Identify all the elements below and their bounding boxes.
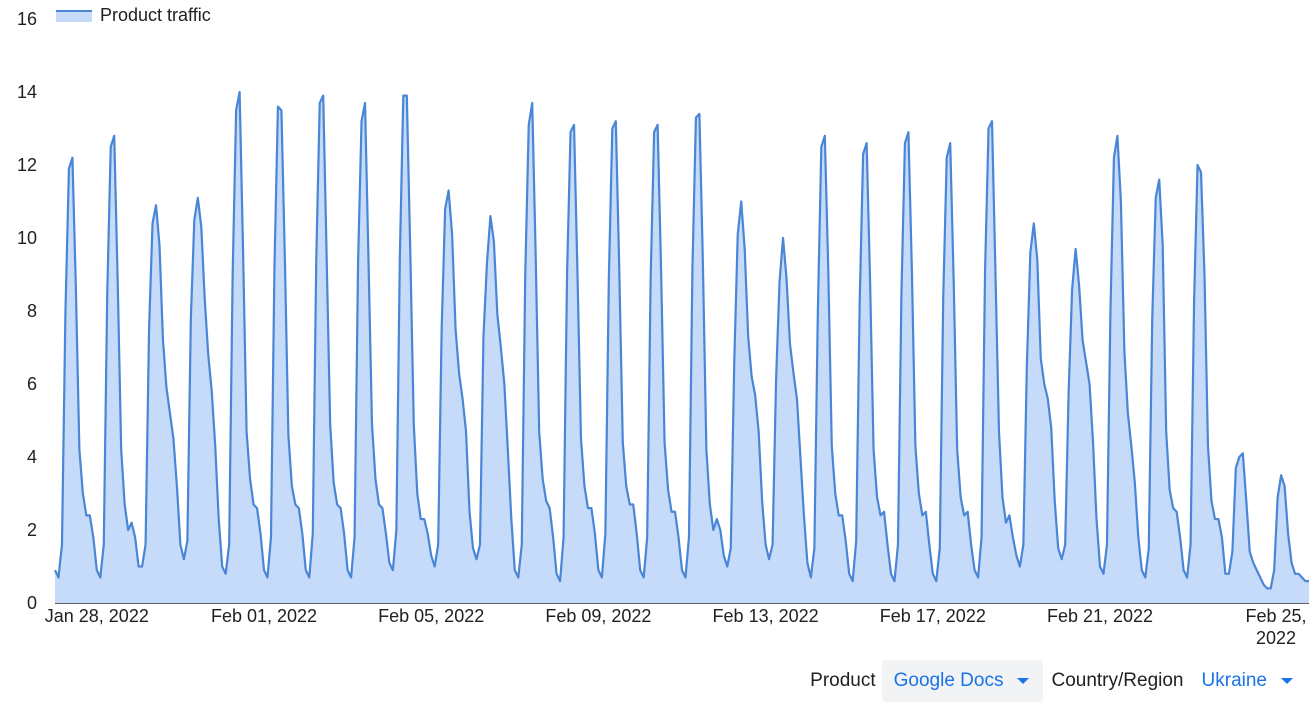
y-tick-label: 2 [27,520,37,540]
region-value: Ukraine [1201,670,1267,691]
x-tick-label: Feb 13, 2022 [713,606,819,626]
y-tick-label: 10 [17,228,37,248]
traffic-chart: Product traffic 0 2 4 6 8 10 12 14 16 Jan 28, 20… [17,5,1309,648]
legend-label: Product traffic [100,5,211,25]
y-tick-label: 6 [27,374,37,394]
product-label: Product [810,670,876,691]
x-tick-label: Jan 28, 2022 [45,606,149,626]
y-tick-label: 8 [27,301,37,321]
plot-area [54,90,1309,604]
region-label: Country/Region [1051,670,1184,691]
x-tick-label: Feb 09, 2022 [545,606,651,626]
x-tick-label: Feb 05, 2022 [378,606,484,626]
x-tick-label: Feb 25, 2022 [1245,606,1306,648]
y-tick-label: 16 [17,9,37,29]
series-area [55,92,1309,603]
legend-swatch [56,10,92,22]
x-tick-label: Feb 01, 2022 [211,606,317,626]
x-axis: Jan 28, 2022 Feb 01, 2022 Feb 05, 2022 Feb … [45,606,1307,648]
chevron-down-icon [1281,678,1293,684]
series-line [54,90,1309,590]
product-dropdown[interactable]: Google Docs [881,660,1044,702]
y-tick-label: 14 [17,82,37,102]
y-tick-label: 4 [27,447,37,467]
y-tick-label: 12 [17,155,37,175]
legend: Product traffic [56,5,211,25]
chevron-down-icon [1017,678,1030,684]
x-tick-label: Feb 17, 2022 [880,606,986,626]
y-tick-label: 0 [27,593,37,613]
y-axis: 0 2 4 6 8 10 12 14 16 [17,9,37,613]
filter-controls: Product Google Docs Country/Region Ukrai… [0,660,1311,702]
region-dropdown[interactable]: Ukraine [1190,660,1307,702]
product-value: Google Docs [893,670,1004,691]
x-tick-label: Feb 21, 2022 [1047,606,1153,626]
